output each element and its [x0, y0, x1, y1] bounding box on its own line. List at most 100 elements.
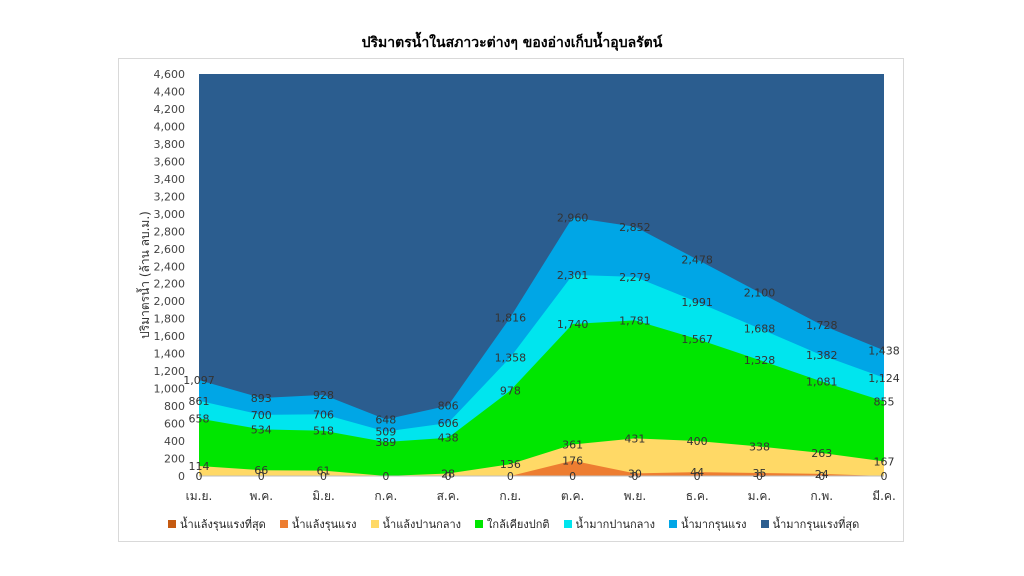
legend-swatch: [475, 520, 484, 528]
legend-item: ใกล้เคียงปกติ: [475, 515, 550, 533]
data-label: 35: [752, 467, 766, 480]
legend-swatch: [760, 520, 769, 528]
x-tick-label: ส.ค.: [437, 489, 460, 503]
data-label: 1,124: [868, 372, 900, 385]
data-label: 61: [317, 465, 331, 478]
y-tick-label: 2,600: [154, 243, 186, 256]
data-label: 114: [189, 460, 210, 473]
legend-swatch: [168, 520, 176, 528]
x-tick-label: พ.ย.: [624, 489, 647, 503]
y-tick-label: 1,000: [154, 383, 186, 396]
data-label: 1,781: [619, 314, 651, 327]
data-label: 0: [881, 470, 888, 483]
legend-swatch: [279, 520, 288, 528]
x-tick-label: ก.พ.: [810, 489, 833, 503]
y-tick-label: 400: [164, 435, 185, 448]
legend-item: น้ำมากปานกลาง: [563, 515, 655, 533]
y-tick-label: 4,200: [154, 103, 186, 116]
data-label: 400: [687, 435, 708, 448]
data-label: 24: [815, 468, 829, 481]
data-label: 431: [624, 432, 645, 445]
y-tick-label: 1,400: [154, 348, 186, 361]
legend-label: น้ำมากรุนแรงที่สุด: [772, 518, 860, 531]
legend-swatch: [563, 520, 572, 528]
data-label: 893: [251, 392, 272, 405]
data-label: 1,081: [806, 376, 838, 389]
data-label: 1,688: [744, 322, 776, 335]
data-label: 700: [251, 409, 272, 422]
data-label: 1,382: [806, 349, 838, 362]
plot-area: 0 200 400 600 800 1,000 1,200 1,400 1,600 1,800 2,…: [136, 68, 900, 503]
data-label: 855: [874, 395, 895, 408]
data-label: 44: [690, 466, 704, 479]
legend-label: น้ำมากปานกลาง: [575, 518, 655, 531]
data-label: 176: [562, 455, 583, 468]
data-label: 0: [258, 470, 265, 483]
data-label: 1,438: [868, 344, 900, 357]
data-label: 30: [628, 467, 642, 480]
y-tick-label: 2,800: [154, 225, 186, 238]
data-label: 1,358: [495, 351, 527, 364]
x-tick-label: มี.ค.: [872, 489, 896, 503]
x-tick-label: ต.ค.: [561, 489, 584, 503]
y-tick-label: 2,400: [154, 260, 186, 273]
data-label: 2,100: [744, 286, 776, 299]
legend-item: น้ำมากรุนแรง: [668, 515, 747, 533]
series-area-3: [199, 320, 884, 476]
data-label: 0: [382, 470, 389, 483]
data-label: 658: [189, 412, 210, 425]
y-tick-label: 3,400: [154, 173, 186, 186]
data-label: 1,567: [681, 333, 713, 346]
series-area-2: [199, 438, 884, 476]
data-label: 167: [874, 455, 895, 468]
y-tick-label: 3,200: [154, 190, 186, 203]
y-tick-label: 3,800: [154, 138, 186, 151]
legend-item: น้ำแล้งปานกลาง: [370, 515, 461, 533]
data-label: 606: [438, 417, 459, 430]
legend: น้ำแล้งรุนแรงที่สุด น้ำแล้งรุนแรง น้ำแล้งป…: [168, 515, 888, 533]
data-label: 0: [320, 470, 327, 483]
legend-label: น้ำมากรุนแรง: [680, 518, 747, 531]
data-label: 2,301: [557, 269, 589, 282]
data-label: 361: [562, 438, 583, 451]
x-tick-label: ม.ค.: [748, 489, 772, 503]
legend-item: น้ำมากรุนแรงที่สุด: [760, 515, 860, 533]
data-label: 1,816: [495, 311, 527, 324]
chart-frame: 0 200 400 600 800 1,000 1,200 1,400 1,600 1,800 2,…: [118, 58, 904, 542]
data-label: 0: [818, 470, 825, 483]
y-tick-label: 600: [164, 418, 185, 431]
data-label: 28: [441, 468, 455, 481]
data-label: 806: [438, 400, 459, 413]
series-area-1: [199, 460, 884, 476]
y-tick-label: 2,000: [154, 295, 186, 308]
data-label: 706: [313, 408, 334, 421]
data-label: 861: [189, 395, 210, 408]
data-label: 338: [749, 440, 770, 453]
data-label: 0: [507, 470, 514, 483]
data-label: 1,740: [557, 318, 589, 331]
y-tick-label: 3,600: [154, 155, 186, 168]
x-tick-label: ธ.ค.: [686, 489, 709, 503]
data-label: 1,728: [806, 319, 838, 332]
y-tick-label: 4,000: [154, 120, 186, 133]
legend-item: น้ำแล้งรุนแรง: [279, 515, 357, 533]
data-label: 509: [375, 426, 396, 439]
data-label: 2,852: [619, 221, 651, 234]
legend-label: น้ำแล้งรุนแรง: [291, 518, 357, 531]
y-tick-label: 0: [178, 470, 185, 483]
data-label: 0: [445, 470, 452, 483]
legend-item: น้ำแล้งรุนแรงที่สุด: [168, 515, 266, 533]
data-label: 1,097: [183, 374, 215, 387]
legend-swatch: [668, 520, 677, 528]
y-tick-label: 800: [164, 400, 185, 413]
y-tick-label: 4,600: [154, 68, 186, 81]
data-label: 136: [500, 458, 521, 471]
data-label: 438: [438, 432, 459, 445]
data-label: 2,279: [619, 271, 651, 284]
data-label: 66: [254, 464, 268, 477]
y-tick-label: 3,000: [154, 208, 186, 221]
data-label: 263: [811, 447, 832, 460]
data-label: 648: [375, 413, 396, 426]
data-label: 0: [694, 470, 701, 483]
data-label: 1,991: [681, 296, 713, 309]
